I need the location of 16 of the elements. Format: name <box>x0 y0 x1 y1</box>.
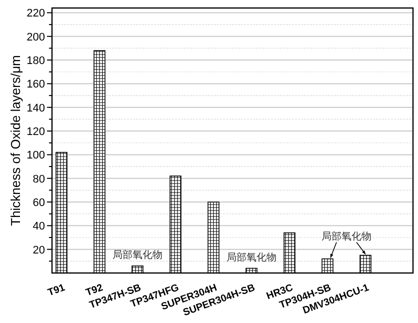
x-tick-label: T91 <box>46 282 67 299</box>
annotation: 局部氧化物 <box>226 251 276 264</box>
y-tick-label: 160 <box>26 78 45 91</box>
y-tick-label: 20 <box>32 244 45 256</box>
y-tick-label: 100 <box>26 150 45 162</box>
y-tick-label: 120 <box>26 126 45 138</box>
y-tick-label: 180 <box>26 55 45 68</box>
annotation: 局部氧化物 <box>112 248 162 261</box>
y-tick-label: 80 <box>32 173 45 186</box>
y-tick-label: 200 <box>26 31 45 44</box>
y-tick-label: 220 <box>26 8 45 20</box>
y-tick-label: 40 <box>32 220 45 233</box>
y-axis-title: Thickness of Oxide layers/μm <box>8 55 23 226</box>
y-tick-label: 60 <box>32 197 45 210</box>
annotation: 局部氧化物 <box>322 230 372 242</box>
y-tick-label: 140 <box>26 102 45 114</box>
